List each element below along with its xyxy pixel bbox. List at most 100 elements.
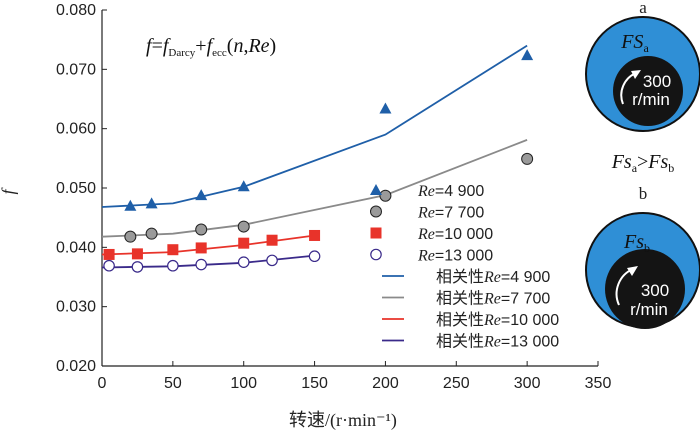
y-axis-title: f — [0, 187, 18, 195]
data-point-series-0 — [237, 180, 250, 192]
legend-re: Re — [483, 334, 501, 351]
equation-annotation: f=fDarcy+fecc(n,Re) — [146, 35, 276, 59]
data-point-series-3 — [103, 259, 115, 272]
legend-value: =4 900 — [435, 183, 484, 200]
data-point-series-0 — [195, 189, 208, 201]
legend-value: =7 700 — [435, 205, 484, 222]
panel-a-fs-base: FS — [620, 31, 643, 53]
compare-right-subscript: b — [668, 161, 674, 175]
data-point-series-2 — [309, 229, 321, 241]
data-point-series-1 — [195, 223, 208, 236]
panel-a-speed-unit: r/min — [632, 90, 670, 109]
legend-re: Re — [483, 291, 501, 308]
eq-ecc-subscript: ecc — [212, 47, 227, 59]
y-ticks: 0.020 0.030 0.040 0.050 0.060 0.070 0.080 — [56, 2, 107, 375]
panel-a-rotating-core — [613, 56, 683, 126]
legend-entry: Re=13 000 — [417, 248, 493, 265]
y-tick-label: 0.040 — [56, 239, 96, 256]
data-point-series-2 — [266, 234, 278, 246]
data-markers — [103, 49, 534, 273]
data-point-series-2 — [103, 248, 115, 260]
eq-f: f — [146, 35, 154, 57]
data-point-series-0 — [124, 199, 137, 211]
panel-b: b Fsb 300 r/min — [585, 184, 700, 329]
legend-entry: 相关性Re=10 000 — [436, 311, 559, 329]
y-tick-label: 0.030 — [56, 299, 96, 316]
eq-equals: = — [152, 35, 163, 57]
data-point-series-3 — [266, 254, 278, 267]
legend-re: Re — [417, 226, 435, 243]
legend-value: =10 000 — [435, 226, 493, 243]
panel-a-label: a — [639, 0, 647, 17]
x-tick-label: 200 — [372, 375, 399, 392]
legend-re: Re — [483, 312, 501, 329]
data-point-series-2 — [131, 248, 143, 260]
x-tick-label: 250 — [443, 375, 470, 392]
legend-prefix: 相关性 — [436, 268, 484, 286]
legend-entry: Re=7 700 — [417, 205, 484, 222]
x-tick-label: 50 — [164, 375, 182, 392]
data-point-series-2 — [238, 237, 250, 249]
legend-entry: Re=10 000 — [417, 226, 493, 243]
data-point-series-0 — [145, 197, 158, 209]
eq-f-darcy: f — [163, 35, 171, 57]
legend-value: =4 900 — [501, 269, 550, 286]
legend-entry: 相关性Re=7 700 — [436, 290, 550, 308]
compare-left-base: Fs — [611, 151, 632, 173]
panel-b-label: b — [639, 184, 648, 203]
legend-marker-swatch — [370, 184, 382, 195]
y-tick-label: 0.050 — [56, 180, 96, 197]
eq-comma: , — [243, 35, 248, 57]
eq-re: Re — [247, 35, 269, 57]
legend-value: =10 000 — [501, 312, 559, 329]
legend-re: Re — [483, 269, 501, 286]
y-tick-label: 0.080 — [56, 2, 96, 19]
panel-a: a FSa 300 r/min — [585, 0, 700, 132]
legend-marker-swatch — [370, 248, 382, 261]
data-point-series-1 — [145, 227, 158, 240]
panel-a-speed-value: 300 — [643, 72, 671, 91]
legend-value: =13 000 — [435, 248, 493, 265]
legend-re: Re — [417, 183, 435, 200]
legend-marker-swatch — [370, 227, 382, 239]
data-point-series-0 — [521, 49, 534, 61]
legend-re: Re — [417, 248, 435, 265]
legend-prefix: 相关性 — [436, 290, 484, 308]
y-tick-label: 0.060 — [56, 121, 96, 138]
eq-close-paren: ) — [270, 35, 277, 57]
panel-b-arrow-head-icon — [627, 266, 638, 276]
legend-re: Re — [417, 205, 435, 222]
x-axis-title: 转速/(r·min⁻¹) — [289, 410, 397, 431]
x-tick-label: 0 — [98, 375, 107, 392]
data-point-series-3 — [167, 259, 179, 272]
panel-a-fs-label: FSa — [620, 31, 649, 55]
x-tick-label: 350 — [585, 375, 612, 392]
x-tick-label: 300 — [514, 375, 541, 392]
panel-b-fs-subscript: b — [644, 241, 650, 255]
legend-entry: 相关性Re=4 900 — [436, 268, 550, 286]
panel-a-arrow-head-icon — [631, 70, 641, 79]
eq-plus: + — [195, 35, 206, 57]
legend-value: =13 000 — [501, 334, 559, 351]
legend-value: =7 700 — [501, 291, 550, 308]
compare-right-base: Fs — [647, 151, 668, 173]
legend-marker-swatch — [370, 205, 382, 218]
legend-prefix: 相关性 — [436, 311, 484, 329]
panel-b-fs-label: Fsb — [623, 231, 650, 255]
x-tick-label: 150 — [301, 375, 328, 392]
y-tick-label: 0.070 — [56, 61, 96, 78]
legend-entry: 相关性Re=13 000 — [436, 333, 559, 351]
legend-entry: Re=4 900 — [417, 183, 484, 200]
fs-comparison: Fsa>Fsb — [611, 151, 675, 175]
panel-a-rotation-arrow-icon — [620, 72, 637, 105]
x-tick-label: 100 — [230, 375, 257, 392]
panel-b-fs-base: Fs — [623, 231, 644, 253]
eq-darcy-subscript: Darcy — [168, 47, 195, 59]
legend-prefix: 相关性 — [436, 333, 484, 351]
data-point-series-1 — [237, 220, 250, 233]
compare-left-subscript: a — [632, 161, 638, 175]
data-point-series-1 — [521, 152, 534, 165]
eq-n: n — [233, 35, 243, 57]
x-ticks: 0 50 100 150 200 250 300 350 — [98, 361, 612, 392]
